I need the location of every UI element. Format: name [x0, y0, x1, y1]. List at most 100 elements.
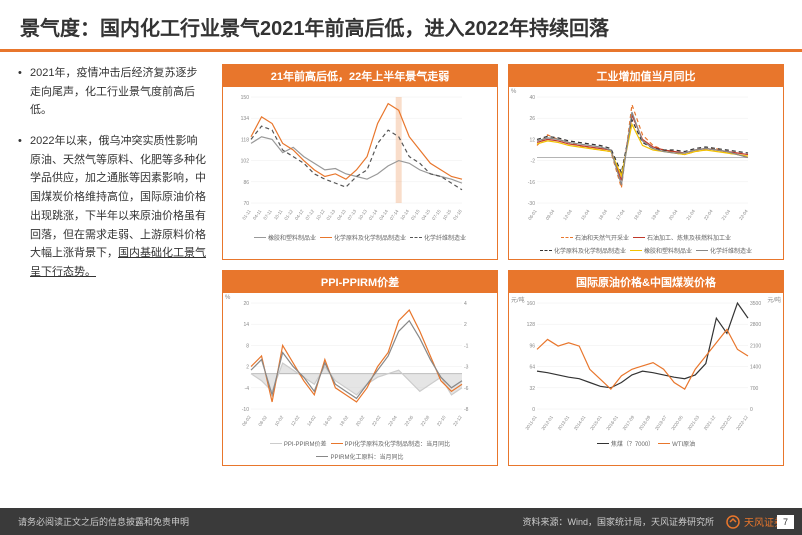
svg-text:128: 128 [527, 322, 536, 328]
content-area: 2021年，疫情冲击后经济复苏逐步走向尾声，化工行业景气度前高后低。 2022年… [0, 52, 802, 466]
svg-text:-6: -6 [464, 386, 469, 392]
svg-text:150: 150 [241, 95, 250, 101]
svg-text:14-02: 14-02 [306, 414, 317, 427]
chart-4-svg: 0032700641400962100128280016035002011-01… [515, 297, 770, 437]
svg-text:2012-01: 2012-01 [540, 414, 554, 431]
chart-4: 国际原油价格&中国煤炭价格 元/吨 元/吨 003270064140096210… [508, 270, 784, 466]
slide-header: 景气度：国内化工行业景气2021年前高后低，进入2022年持续回落 [0, 0, 802, 52]
svg-text:12-04: 12-04 [562, 208, 573, 221]
svg-text:18-04: 18-04 [597, 208, 608, 221]
svg-text:1400: 1400 [750, 365, 761, 371]
svg-text:118: 118 [241, 137, 249, 143]
svg-text:-4: -4 [245, 386, 250, 392]
svg-text:01-14: 01-14 [368, 208, 379, 221]
svg-text:04-15: 04-15 [420, 208, 431, 221]
svg-text:19-04: 19-04 [650, 208, 661, 221]
svg-text:22-06: 22-06 [403, 414, 414, 427]
svg-text:-16: -16 [528, 180, 535, 186]
svg-text:700: 700 [750, 386, 759, 392]
svg-text:0: 0 [750, 407, 753, 413]
page-number: 7 [777, 515, 794, 529]
svg-text:10-02: 10-02 [274, 414, 285, 427]
disclaimer-text: 请务必阅读正文之后的信息披露和免责申明 [18, 515, 189, 528]
svg-text:07-11: 07-11 [262, 208, 273, 220]
svg-text:160: 160 [527, 301, 536, 307]
svg-text:06-01: 06-01 [527, 208, 538, 221]
chart-3: PPI-PPIRM价差 % -10-8-4-62-38-114220406-02… [222, 270, 498, 466]
svg-text:-3: -3 [464, 365, 469, 371]
svg-text:22-04: 22-04 [703, 208, 714, 221]
svg-text:15-04: 15-04 [580, 208, 591, 221]
text-column: 2021年，疫情冲击后经济复苏逐步走向尾声，化工行业景气度前高后低。 2022年… [18, 64, 208, 466]
svg-text:-30: -30 [528, 201, 535, 207]
svg-text:2022-02: 2022-02 [719, 414, 733, 431]
svg-text:134: 134 [241, 116, 250, 122]
svg-text:01-15: 01-15 [410, 208, 421, 221]
svg-text:2017-09: 2017-09 [622, 414, 636, 431]
svg-text:4: 4 [464, 301, 467, 307]
svg-text:07-13: 07-13 [347, 208, 358, 221]
svg-text:22-12: 22-12 [452, 414, 463, 427]
page-title: 景气度：国内化工行业景气2021年前高后低，进入2022年持续回落 [20, 12, 782, 41]
brand-logo: 天风证券 [726, 514, 784, 529]
svg-text:64: 64 [529, 365, 535, 371]
svg-text:07-15: 07-15 [431, 208, 442, 221]
svg-text:22-08: 22-08 [420, 414, 431, 427]
chart-grid: 21年前高后低，22年上半年景气走弱 708610211813415001-11… [222, 64, 784, 466]
svg-text:2: 2 [464, 322, 467, 328]
svg-text:12-02: 12-02 [290, 414, 301, 427]
chart-2-svg: -30-16-212264006-0109-0412-0415-0418-041… [515, 91, 770, 231]
svg-text:07-14: 07-14 [389, 208, 400, 221]
chart-4-legend: 焦煤（？7000）WTI原油 [515, 437, 777, 450]
svg-text:21-04: 21-04 [685, 208, 696, 221]
svg-text:2021-03: 2021-03 [687, 414, 701, 431]
svg-text:22-02: 22-02 [371, 414, 382, 427]
svg-text:2019-07: 2019-07 [654, 414, 668, 431]
svg-text:18-02: 18-02 [339, 414, 350, 427]
svg-text:2016-01: 2016-01 [605, 414, 619, 431]
svg-text:04-11: 04-11 [252, 208, 263, 220]
svg-text:07-12: 07-12 [304, 208, 315, 221]
svg-text:-8: -8 [464, 407, 469, 413]
chart-1-svg: 708610211813415001-1104-1107-1110-1101-1… [229, 91, 484, 231]
svg-text:22-04: 22-04 [738, 208, 749, 221]
svg-text:2: 2 [246, 365, 249, 371]
svg-text:21-04: 21-04 [721, 208, 732, 221]
svg-text:2800: 2800 [750, 322, 761, 328]
svg-text:2011-01: 2011-01 [524, 414, 538, 431]
bullet-1: 2021年，疫情冲击后经济复苏逐步走向尾声，化工行业景气度前高后低。 [18, 64, 208, 120]
chart-3-legend: PPI-PPIRM价差PPI化学原料及化学制品制造：当月同比PPIRM化工原料：… [229, 437, 491, 463]
svg-text:17-04: 17-04 [615, 208, 626, 221]
svg-text:20: 20 [243, 301, 249, 307]
svg-text:10-14: 10-14 [399, 208, 410, 221]
svg-text:32: 32 [529, 386, 535, 392]
source-text: 资料来源：Wind，国家统计局，天风证券研究所 [522, 515, 714, 528]
chart-2-legend: 石油和天然气开采业石油加工、炼焦及核燃料加工业化学原料及化学制品制造业橡胶和塑料… [515, 231, 777, 257]
chart-1: 21年前高后低，22年上半年景气走弱 708610211813415001-11… [222, 64, 498, 260]
svg-text:2014-01: 2014-01 [573, 414, 587, 431]
svg-text:10-12: 10-12 [315, 208, 326, 221]
svg-text:-2: -2 [531, 159, 536, 165]
svg-text:2021-12: 2021-12 [703, 414, 717, 431]
svg-text:96: 96 [529, 343, 535, 349]
footer-bar: 请务必阅读正文之后的信息披露和免责申明 资料来源：Wind，国家统计局，天风证券… [0, 508, 802, 535]
svg-text:2022-12: 2022-12 [735, 414, 749, 431]
logo-icon [726, 515, 740, 529]
svg-text:26: 26 [529, 116, 535, 122]
svg-text:20-04: 20-04 [668, 208, 679, 221]
svg-text:0: 0 [532, 407, 535, 413]
svg-text:10-11: 10-11 [273, 208, 284, 220]
chart-1-legend: 橡胶和塑料制品业化学原料及化学制品制造业化学纤维制造业 [229, 231, 491, 244]
svg-text:12: 12 [529, 137, 535, 143]
bullet-2: 2022年以来，俄乌冲突实质性影响原油、天然气等原料、化肥等多种化学品供应，加之… [18, 132, 208, 282]
svg-text:16-02: 16-02 [322, 414, 333, 427]
svg-text:01-13: 01-13 [326, 208, 337, 221]
svg-text:102: 102 [241, 159, 250, 165]
svg-text:2020-05: 2020-05 [670, 414, 684, 431]
svg-text:-1: -1 [464, 343, 469, 349]
svg-text:86: 86 [243, 180, 249, 186]
svg-text:10-15: 10-15 [442, 208, 453, 221]
svg-text:-10: -10 [242, 407, 249, 413]
svg-text:22-04: 22-04 [387, 414, 398, 427]
svg-text:01-12: 01-12 [283, 208, 294, 221]
